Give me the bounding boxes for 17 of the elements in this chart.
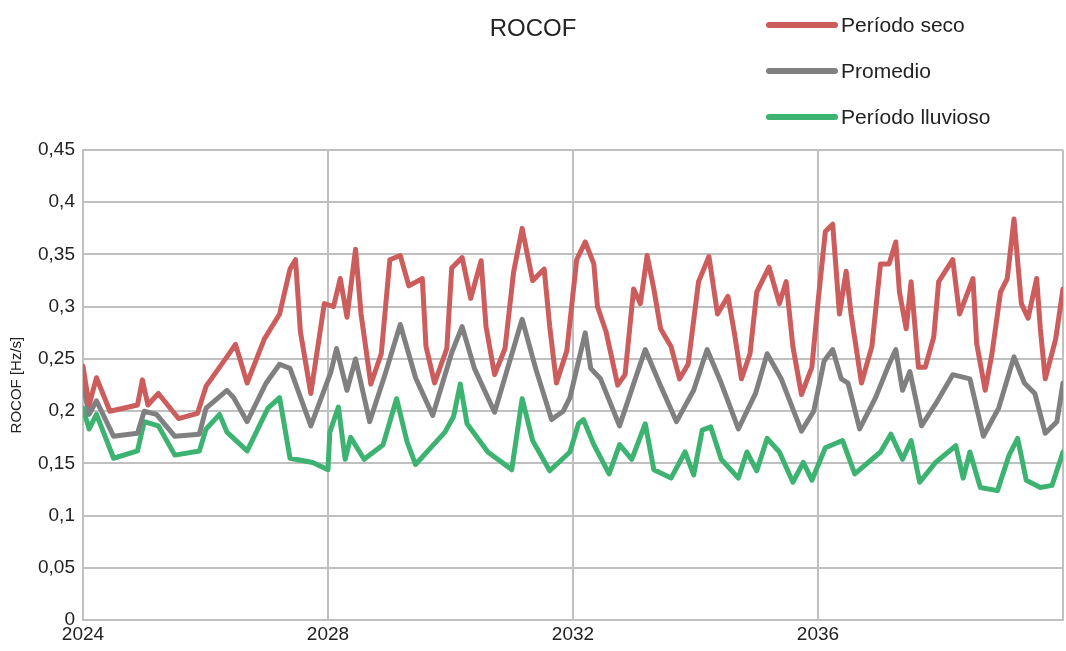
y-tick-label: 0,15 (38, 451, 75, 473)
y-tick-label: 0,4 (48, 190, 76, 212)
x-tick-label: 2028 (306, 622, 350, 644)
legend-label: Promedio (841, 59, 931, 83)
chart-title: ROCOF (489, 14, 577, 41)
y-tick-label: 0,1 (48, 503, 75, 525)
y-tick-label: 0,2 (48, 399, 75, 421)
x-tick-label: 2032 (551, 622, 595, 644)
y-axis-title: ROCOF [Hz/s] (7, 336, 25, 434)
x-tick-label: 2036 (796, 622, 840, 644)
y-tick-label: 0,25 (38, 347, 75, 369)
y-tick-label: 0,3 (48, 294, 75, 316)
y-tick-label: 0,05 (38, 556, 75, 578)
legend-label: Período lluvioso (841, 105, 991, 129)
y-tick-label: 0,45 (38, 138, 75, 160)
y-tick-label: 0,35 (38, 242, 75, 264)
legend-label: Período seco (841, 13, 965, 37)
